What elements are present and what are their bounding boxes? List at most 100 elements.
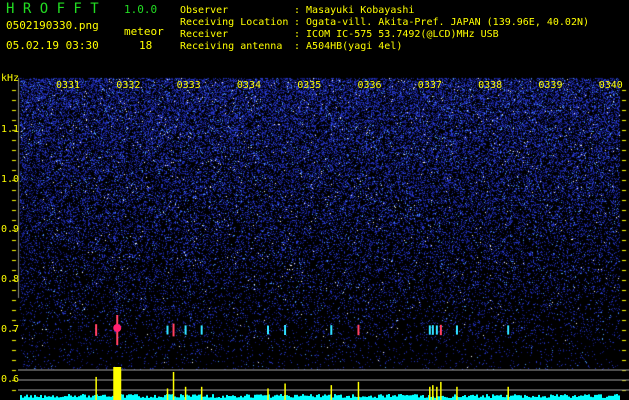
noise-histogram-bar — [164, 395, 166, 400]
noise-histogram-bar — [244, 395, 246, 400]
echo-trace — [507, 325, 510, 335]
x-tick-label: 0332 — [116, 80, 141, 91]
noise-histogram-bar — [232, 395, 234, 400]
noise-histogram-bar — [416, 394, 418, 400]
noise-histogram-bar — [104, 394, 106, 400]
noise-histogram-bar — [190, 396, 192, 400]
noise-histogram-bar — [430, 396, 432, 400]
noise-histogram-bar — [178, 397, 180, 400]
noise-histogram-bar — [254, 394, 256, 400]
noise-histogram-bar — [126, 395, 128, 400]
noise-histogram-bar — [590, 396, 592, 400]
noise-histogram-bar — [448, 397, 450, 400]
info-label-receiver: Receiver — [180, 29, 229, 40]
meteor-count: 18 — [139, 39, 153, 52]
noise-histogram-bar — [224, 397, 226, 400]
noise-histogram-bar — [546, 397, 548, 400]
noise-histogram-bar — [340, 394, 342, 400]
x-tick-label: 0334 — [236, 80, 261, 91]
noise-histogram-bar — [362, 396, 364, 400]
noise-histogram-bar — [588, 394, 590, 400]
noise-histogram-bar — [140, 397, 142, 400]
noise-histogram-bar — [438, 396, 440, 400]
echo-bar — [184, 386, 187, 400]
noise-histogram-bar — [168, 394, 170, 400]
x-tick-label: 0339 — [538, 80, 563, 91]
noise-histogram-bar — [594, 394, 596, 400]
noise-histogram-bar — [604, 397, 606, 400]
noise-histogram-bar — [160, 396, 162, 400]
noise-histogram-bar — [230, 396, 232, 400]
noise-histogram-bar — [274, 395, 276, 400]
noise-histogram-bar — [524, 394, 526, 400]
noise-histogram-bar — [376, 397, 378, 400]
noise-histogram-bar — [258, 394, 260, 400]
noise-histogram-bar — [502, 397, 504, 400]
noise-histogram-bar — [36, 396, 38, 400]
noise-histogram-bar — [286, 395, 288, 400]
echo-bar — [436, 386, 438, 400]
noise-histogram-bar — [180, 394, 182, 400]
noise-histogram-bar — [394, 395, 396, 400]
noise-histogram-bar — [70, 395, 72, 400]
noise-histogram-bar — [462, 395, 464, 400]
noise-histogram-bar — [616, 394, 618, 400]
noise-histogram-bar — [278, 395, 280, 400]
noise-histogram-bar — [220, 397, 222, 400]
noise-histogram-bar — [532, 395, 534, 400]
noise-histogram-bar — [370, 395, 372, 400]
noise-histogram-bar — [350, 397, 352, 400]
noise-histogram-bar — [496, 395, 498, 400]
x-tick-label: 0336 — [357, 80, 382, 91]
noise-histogram-bar — [578, 396, 580, 400]
noise-histogram-bar — [240, 395, 242, 400]
noise-histogram-bar — [128, 394, 130, 400]
y-tick-label: 0.7 — [1, 324, 20, 335]
noise-histogram-bar — [552, 395, 554, 400]
noise-histogram-bar — [332, 397, 334, 400]
noise-histogram-bar — [424, 397, 426, 400]
noise-histogram-bar — [210, 397, 212, 400]
noise-histogram-bar — [74, 395, 76, 400]
noise-histogram-bar — [560, 395, 562, 400]
noise-histogram-bar — [112, 395, 114, 400]
noise-histogram-bar — [484, 397, 486, 400]
noise-histogram-bar — [392, 395, 394, 400]
noise-histogram-bar — [306, 395, 308, 400]
noise-histogram-bar — [380, 394, 382, 400]
noise-histogram-bar — [536, 396, 538, 400]
noise-histogram-bar — [108, 396, 110, 400]
echo-trace — [166, 325, 169, 335]
info-value-receiver: : ICOM IC-575 53.7492(@LCD)MHz USB — [294, 29, 499, 40]
noise-histogram-bar — [78, 396, 80, 400]
noise-histogram-bar — [150, 396, 152, 400]
noise-histogram-bar — [406, 394, 408, 400]
noise-histogram-bar — [566, 395, 568, 400]
echo-trace — [439, 324, 442, 336]
noise-histogram-bar — [248, 394, 250, 400]
echo-trace — [95, 324, 98, 336]
noise-histogram-bar — [24, 396, 26, 400]
noise-histogram-bar — [444, 396, 446, 400]
noise-histogram-bar — [426, 397, 428, 400]
info-label-observer: Observer — [180, 5, 229, 16]
noise-histogram-bar — [238, 397, 240, 400]
noise-histogram-bar — [460, 397, 462, 400]
noise-histogram-bar — [598, 394, 600, 400]
noise-histogram-bar — [146, 395, 148, 400]
noise-histogram-bar — [410, 395, 412, 400]
noise-histogram-bar — [270, 397, 272, 400]
noise-histogram-bar — [132, 395, 134, 400]
noise-histogram-bar — [372, 397, 374, 400]
noise-histogram-bar — [476, 394, 478, 400]
noise-histogram-bar — [158, 396, 160, 400]
echo-bar — [166, 388, 169, 400]
noise-histogram-bar — [188, 395, 190, 400]
noise-histogram-bar — [40, 394, 42, 400]
noise-histogram-bar — [34, 394, 36, 400]
noise-histogram-bar — [596, 394, 598, 400]
noise-histogram-bar — [346, 395, 348, 400]
noise-histogram-bar — [80, 395, 82, 400]
noise-histogram-bar — [574, 395, 576, 400]
noise-histogram-bar — [356, 397, 358, 400]
